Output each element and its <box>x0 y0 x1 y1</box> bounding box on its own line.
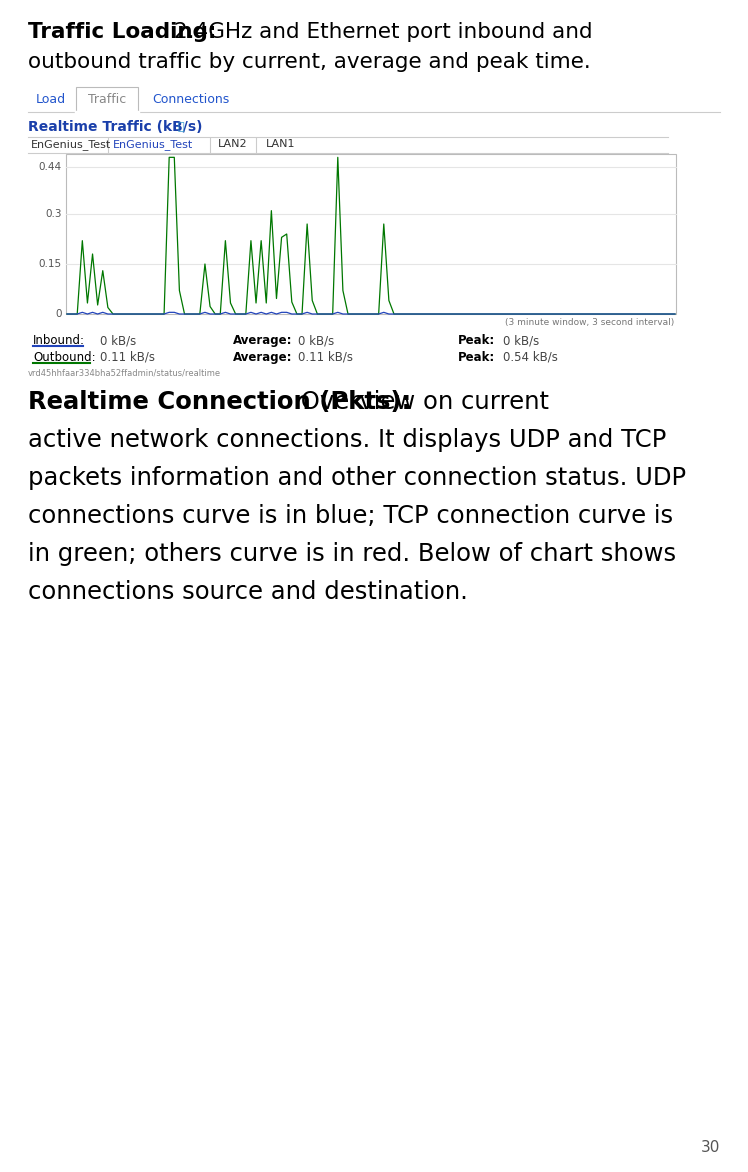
Text: Outbound:: Outbound: <box>33 350 96 364</box>
Text: 0.44: 0.44 <box>39 163 62 172</box>
Text: Average:: Average: <box>233 334 292 347</box>
Text: connections curve is in blue; TCP connection curve is: connections curve is in blue; TCP connec… <box>28 504 673 529</box>
Text: 0.11 kB/s: 0.11 kB/s <box>298 350 353 364</box>
Text: 0 kB/s: 0 kB/s <box>298 334 334 347</box>
Text: EnGenius_Test: EnGenius_Test <box>113 139 193 150</box>
Text: Connections: Connections <box>152 93 229 105</box>
Text: 0: 0 <box>55 309 62 319</box>
Text: (3 minute window, 3 second interval): (3 minute window, 3 second interval) <box>505 318 674 327</box>
Text: LAN2: LAN2 <box>218 139 248 149</box>
Text: active network connections. It displays UDP and TCP: active network connections. It displays … <box>28 428 666 452</box>
Text: Peak:: Peak: <box>458 350 495 364</box>
Text: vrd45hhfaar334bha52ffadmin/status/realtime: vrd45hhfaar334bha52ffadmin/status/realti… <box>28 368 221 377</box>
Text: LAN1: LAN1 <box>266 139 295 149</box>
Text: connections source and destination.: connections source and destination. <box>28 580 468 604</box>
Text: 0 kB/s: 0 kB/s <box>100 334 136 347</box>
Text: Inbound:: Inbound: <box>33 334 85 347</box>
Text: packets information and other connection status. UDP: packets information and other connection… <box>28 466 686 490</box>
Text: 0.11 kB/s: 0.11 kB/s <box>100 350 155 364</box>
Text: Overview on current: Overview on current <box>292 390 548 414</box>
Text: EnGenius_Test: EnGenius_Test <box>31 139 111 150</box>
Text: 2.4GHz and Ethernet port inbound and: 2.4GHz and Ethernet port inbound and <box>168 22 593 42</box>
Text: Traffic: Traffic <box>88 93 126 105</box>
Text: Load: Load <box>35 93 66 105</box>
Text: 30: 30 <box>701 1140 720 1154</box>
Text: Average:: Average: <box>233 350 292 364</box>
Text: outbound traffic by current, average and peak time.: outbound traffic by current, average and… <box>28 52 591 71</box>
Text: 0.54 kB/s: 0.54 kB/s <box>503 350 558 364</box>
Bar <box>76 87 138 113</box>
Text: in green; others curve is in red. Below of chart shows: in green; others curve is in red. Below … <box>28 541 676 566</box>
Text: Realtime Traffic (kB/s): Realtime Traffic (kB/s) <box>28 120 203 134</box>
Text: 0.15: 0.15 <box>39 259 62 270</box>
Text: Traffic Loading:: Traffic Loading: <box>28 22 216 42</box>
Text: Realtime Connection (Pkts):: Realtime Connection (Pkts): <box>28 390 411 414</box>
Text: 0.3: 0.3 <box>46 209 62 219</box>
Text: Peak:: Peak: <box>458 334 495 347</box>
Text: ⓘ: ⓘ <box>178 122 185 132</box>
Text: 0 kB/s: 0 kB/s <box>503 334 539 347</box>
Bar <box>66 154 676 314</box>
